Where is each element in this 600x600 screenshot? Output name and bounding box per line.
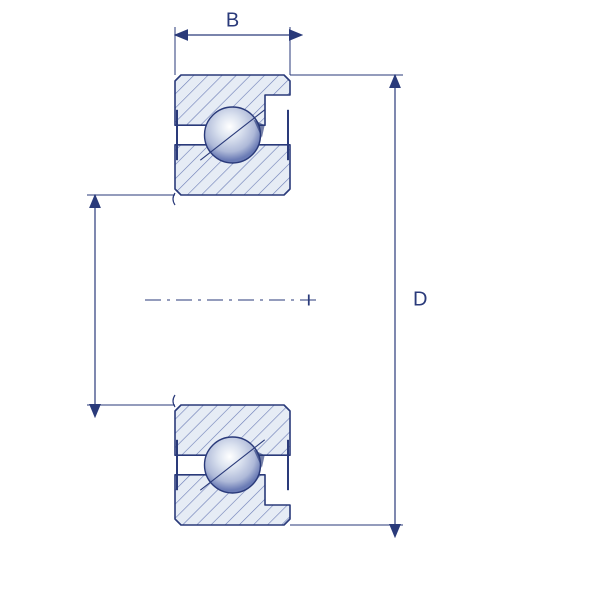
dim-label-inner: ı — [306, 288, 312, 310]
dim-label-outer: D — [413, 288, 427, 310]
dim-label-width: B — [226, 9, 239, 31]
